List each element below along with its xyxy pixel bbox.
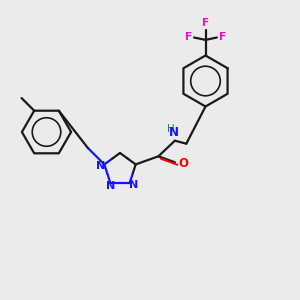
Text: F: F <box>184 32 192 43</box>
Text: H: H <box>167 124 174 134</box>
Text: N: N <box>106 182 115 191</box>
Text: N: N <box>168 126 178 139</box>
Text: F: F <box>219 32 226 43</box>
Text: N: N <box>96 161 105 171</box>
Text: F: F <box>202 18 209 28</box>
Text: N: N <box>129 180 138 190</box>
Text: O: O <box>178 157 188 170</box>
